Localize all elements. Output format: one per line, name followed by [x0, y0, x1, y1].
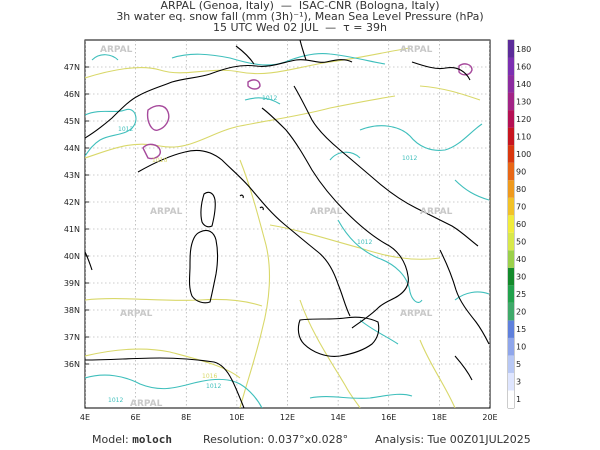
- lat-tick-label: 44N: [64, 144, 80, 153]
- watermark-text: ARPAL: [400, 45, 433, 55]
- isobar-label: 1012: [357, 239, 372, 246]
- title-line-1: ARPAL (Genoa, Italy) — ISAC-CNR (Bologna…: [160, 0, 440, 12]
- latitude-labels: 47N 46N 45N 44N 43N 42N 41N 40N 39N 38N 37N 36N: [64, 63, 89, 369]
- watermark-text: ARPAL: [100, 45, 133, 55]
- lat-tick-label: 46N: [64, 90, 80, 99]
- colorbar-swatch: [508, 232, 514, 251]
- colorbar-label: 90: [516, 167, 526, 176]
- graticule: [85, 40, 490, 408]
- watermark-text: ARPAL: [310, 207, 343, 217]
- colorbar-swatch: [508, 390, 514, 408]
- colorbar-label: 1: [516, 395, 521, 404]
- colorbar-swatch: [508, 320, 514, 338]
- colorbar-swatch: [508, 180, 514, 198]
- colorbar-label: 60: [516, 220, 526, 229]
- colorbar-label: 160: [516, 62, 531, 71]
- footer-analysis: Analysis: Tue 00Z01JUL2025: [375, 433, 531, 446]
- colorbar-swatch: [508, 250, 514, 268]
- colorbar-label: 70: [516, 202, 526, 211]
- isobar-label: 1012: [262, 95, 277, 102]
- lon-tick-label: 4E: [80, 413, 90, 422]
- colorbar-label: 25: [516, 290, 526, 299]
- isobar-label: 1012: [118, 126, 133, 133]
- colorbar-swatch: [508, 337, 514, 356]
- isobar-label: 1012: [108, 397, 123, 404]
- lat-tick-label: 41N: [64, 225, 80, 234]
- lat-tick-label: 42N: [64, 198, 80, 207]
- isobar-label-layer: 1012 1012 1012 1012 1016 1016 1012 1012: [108, 95, 417, 404]
- colorbar-label: 5: [516, 360, 521, 369]
- isobar-label: 1012: [206, 383, 221, 390]
- watermark-layer: ARPAL ARPAL ARPAL ARPAL ARPAL ARPAL ARPA…: [100, 45, 453, 409]
- watermark-text: ARPAL: [120, 309, 153, 319]
- model-label: Model:: [92, 433, 133, 446]
- lat-tick-label: 40N: [64, 252, 80, 261]
- colorbar-swatch: [508, 215, 514, 233]
- lat-tick-label: 43N: [64, 171, 80, 180]
- colorbar-swatch: [508, 355, 514, 373]
- colorbar-swatch: [508, 92, 514, 111]
- lon-tick-label: 20E: [482, 413, 497, 422]
- map-layers: ARPAL ARPAL ARPAL ARPAL ARPAL ARPAL ARPA…: [85, 40, 490, 409]
- lat-tick-label: 36N: [64, 360, 80, 369]
- colorbar-label: 40: [516, 255, 526, 264]
- lat-tick-label: 38N: [64, 306, 80, 315]
- colorbar-label: 130: [516, 97, 531, 106]
- colorbar-label: 180: [516, 45, 531, 54]
- colorbar-label: 3: [516, 378, 521, 387]
- footer-model: Model: moloch: [92, 433, 172, 446]
- lon-tick-label: 10E: [229, 413, 244, 422]
- watermark-text: ARPAL: [130, 399, 163, 409]
- isobar-label: 1016: [152, 157, 167, 164]
- colorbar-label: 80: [516, 185, 526, 194]
- coastlines: [85, 40, 490, 408]
- colorbar-label: 15: [516, 325, 526, 334]
- isobar-label: 1016: [202, 373, 217, 380]
- isobars-yellow: [85, 47, 481, 408]
- lon-tick-label: 8E: [181, 413, 191, 422]
- model-value: moloch: [132, 433, 172, 446]
- colorbar-label: 50: [516, 238, 526, 247]
- lon-tick-label: 16E: [381, 413, 396, 422]
- lon-tick-label: 14E: [331, 413, 346, 422]
- colorbar-swatch: [508, 162, 514, 181]
- colorbar-swatch: [508, 197, 514, 216]
- colorbar-swatch: [508, 57, 514, 76]
- lat-tick-label: 37N: [64, 333, 80, 342]
- colorbar-swatch: [508, 302, 514, 321]
- colorbar-label: 30: [516, 273, 526, 282]
- colorbar-label: 110: [516, 132, 531, 141]
- isobars-teal: [85, 52, 490, 408]
- colorbar-label: 20: [516, 308, 526, 317]
- colorbar-swatch: [508, 372, 514, 391]
- title-line-2: 3h water eq. snow fall (mm (3h)⁻¹), Mean…: [116, 10, 484, 23]
- snowfall-contours: [142, 63, 473, 160]
- lon-tick-label: 6E: [131, 413, 141, 422]
- lon-tick-label: 12E: [280, 413, 295, 422]
- footer-resolution: Resolution: 0.037°x0.028°: [203, 433, 349, 446]
- longitude-labels: 4E 6E 8E 10E 12E 14E 16E 18E 20E: [80, 413, 498, 422]
- lat-tick-label: 39N: [64, 279, 80, 288]
- colorbar-label: 10: [516, 343, 526, 352]
- colorbar-label: 120: [516, 115, 531, 124]
- watermark-text: ARPAL: [150, 207, 183, 217]
- watermark-text: ARPAL: [400, 309, 433, 319]
- colorbar-label: 140: [516, 80, 531, 89]
- colorbar: 1 3 5 10 15 20 25 30 40 50 60 70 80 90 100 110 120 130 140…: [507, 39, 531, 409]
- watermark-text: ARPAL: [420, 207, 453, 217]
- colorbar-swatch: [508, 145, 514, 163]
- colorbar-swatch: [508, 75, 514, 93]
- lon-tick-label: 18E: [432, 413, 447, 422]
- colorbar-swatch: [508, 127, 514, 146]
- colorbar-swatch: [508, 285, 514, 303]
- title-line-3: 15 UTC Wed 02 JUL — τ = 39h: [213, 21, 387, 34]
- colorbar-swatch: [508, 40, 514, 58]
- colorbar-label: 100: [516, 150, 531, 159]
- lat-tick-label: 47N: [64, 63, 80, 72]
- lat-tick-label: 45N: [64, 117, 80, 126]
- colorbar-swatch: [508, 267, 514, 286]
- isobar-label: 1012: [402, 155, 417, 162]
- colorbar-swatch: [508, 110, 514, 128]
